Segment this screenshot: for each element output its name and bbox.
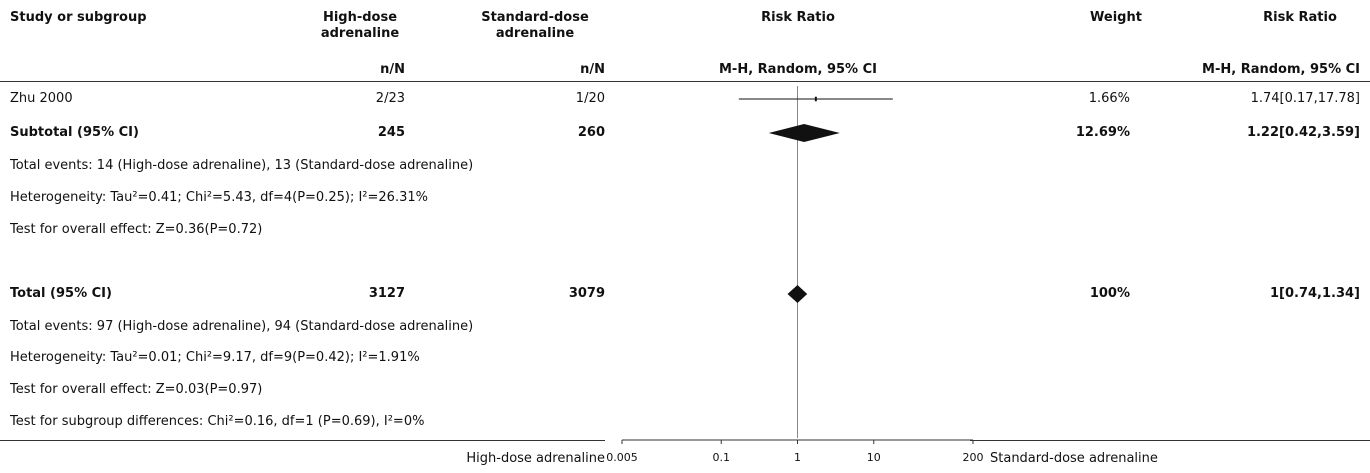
total-weight: 100% [1089, 286, 1130, 301]
header-group1: High-dose adrenaline [320, 10, 400, 41]
favours-right: Standard-dose adrenaline [990, 451, 1158, 466]
subtotal-weight: 12.69% [1075, 125, 1130, 140]
subtotal-g2: 260 [577, 125, 605, 140]
favours-left: High-dose adrenaline [466, 451, 605, 466]
x-tick-label: 10 [867, 451, 881, 464]
footer-rule-right [970, 440, 1370, 441]
pooled-diamond [787, 285, 808, 303]
subtotal-label: Subtotal (95% CI) [10, 125, 139, 140]
header-plot-title: Risk Ratio [761, 10, 835, 25]
subtotal-events: Total events: 14 (High-dose adrenaline),… [10, 158, 474, 173]
header-group2-sub: n/N [580, 62, 605, 77]
pooled-diamond [768, 124, 840, 142]
header-rr-title: Risk Ratio [1263, 10, 1337, 25]
subtotal-overall-effect: Test for overall effect: Z=0.36(P=0.72) [10, 222, 263, 237]
study-g2: 1/20 [575, 91, 605, 106]
x-tick-label: 1 [794, 451, 801, 464]
study-g1: 2/23 [375, 91, 405, 106]
study-weight: 1.66% [1088, 91, 1130, 106]
subtotal-rr: 1.22[0.42,3.59] [1246, 125, 1360, 140]
header-rule [0, 81, 1370, 82]
x-tick-label: 200 [963, 451, 984, 464]
study-name: Zhu 2000 [10, 91, 73, 106]
study-point-box [814, 96, 817, 102]
x-tick-label: 0.005 [606, 451, 638, 464]
header-study: Study or subgroup [10, 10, 147, 25]
header-plot-method: M-H, Random, 95% CI [719, 62, 877, 77]
total-overall-effect: Test for overall effect: Z=0.03(P=0.97) [10, 382, 263, 397]
header-rr-method: M-H, Random, 95% CI [1202, 62, 1360, 77]
subgroup-differences: Test for subgroup differences: Chi²=0.16… [10, 414, 425, 429]
total-events: Total events: 97 (High-dose adrenaline),… [10, 319, 474, 334]
total-g2: 3079 [568, 286, 605, 301]
total-heterogeneity: Heterogeneity: Tau²=0.01; Chi²=9.17, df=… [10, 350, 420, 365]
x-tick-label: 0.1 [712, 451, 730, 464]
total-rr: 1[0.74,1.34] [1269, 286, 1360, 301]
total-label: Total (95% CI) [10, 286, 112, 301]
footer-rule-left [0, 440, 605, 441]
total-g1: 3127 [368, 286, 405, 301]
header-weight: Weight [1090, 10, 1142, 25]
study-rr: 1.74[0.17,17.78] [1250, 91, 1360, 106]
subtotal-heterogeneity: Heterogeneity: Tau²=0.41; Chi²=5.43, df=… [10, 190, 428, 205]
header-group2: Standard-dose adrenaline [481, 10, 589, 41]
subtotal-g1: 245 [377, 125, 405, 140]
header-group1-sub: n/N [380, 62, 405, 77]
